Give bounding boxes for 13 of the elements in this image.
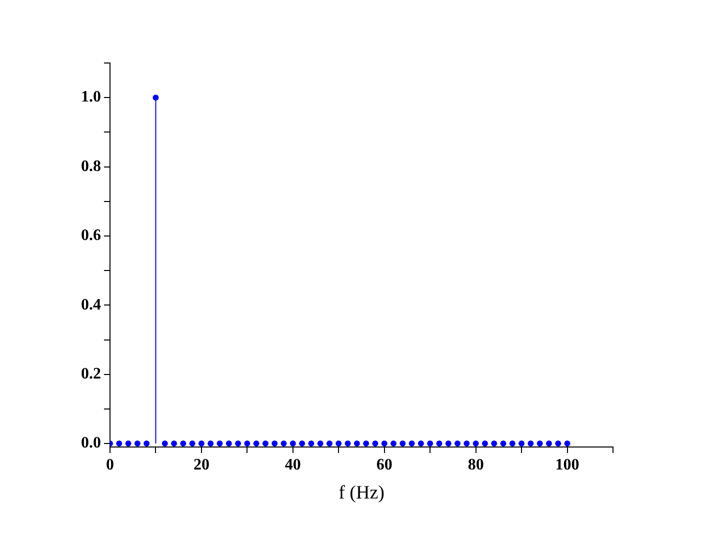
y-tick-label: 0.0 bbox=[81, 434, 101, 452]
y-tick-label: 0.4 bbox=[81, 296, 101, 314]
x-tick-label: 0 bbox=[106, 456, 114, 474]
y-tick-label: 1.0 bbox=[81, 88, 101, 106]
x-tick-label: 40 bbox=[284, 456, 301, 474]
y-tick-label: 0.2 bbox=[81, 365, 101, 382]
x-tick-label: 60 bbox=[376, 456, 392, 474]
x-tick-label: 80 bbox=[468, 456, 484, 474]
x-tick-label: 100 bbox=[555, 456, 580, 474]
y-tick-label: 0.8 bbox=[81, 158, 101, 175]
x-axis-title: f (Hz) bbox=[338, 482, 384, 504]
x-tick-label: 20 bbox=[193, 456, 210, 474]
y-tick-label: 0.6 bbox=[81, 227, 101, 244]
